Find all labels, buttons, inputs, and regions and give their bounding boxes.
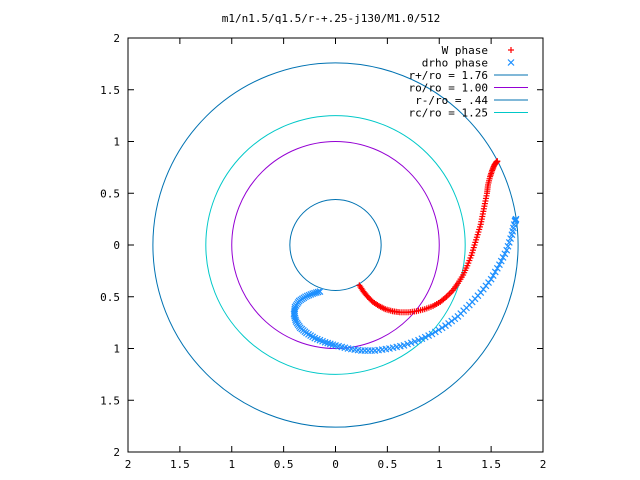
drho-phase-point <box>303 292 311 300</box>
drho-phase-point <box>421 333 429 341</box>
legend-plus-key <box>508 47 514 53</box>
drho-phase-point <box>415 336 422 344</box>
x-tick-label: 2 <box>125 458 132 471</box>
y-tick-label: 0.5 <box>100 291 120 304</box>
y-tick-label: 2 <box>113 32 120 45</box>
drho-phase-point <box>305 291 313 299</box>
x-tick-label: 1.5 <box>481 458 501 471</box>
drho-phase-point <box>503 246 511 254</box>
chart-title: m1/n1.5/q1.5/r-+.25-j130/M1.0/512 <box>222 12 441 25</box>
drho-phase-point <box>505 238 513 246</box>
drho-phase-point <box>496 261 503 269</box>
radius-circle <box>289 198 382 292</box>
drho-phase-point <box>487 275 495 283</box>
phase-series <box>290 158 520 354</box>
drho-phase-point <box>501 250 509 258</box>
drho-phase-point <box>428 330 436 338</box>
x-axis: 2 1.5 1 0.5 0 0.5 1 1.5 2 <box>125 38 547 471</box>
x-tick-label: 1.5 <box>170 458 190 471</box>
y-axis: 2 1.5 1 0.5 0 0.5 1 1.5 2 <box>100 32 543 459</box>
drho-phase-point <box>407 339 415 347</box>
drho-phase-point <box>497 257 505 265</box>
drho-phase-point <box>418 335 426 343</box>
y-tick-label: 1.5 <box>100 394 120 407</box>
drho-phase-point <box>489 272 497 279</box>
drho-phase-point <box>431 328 439 336</box>
drho-phase-point <box>491 268 499 276</box>
y-tick-label: 1.5 <box>100 84 120 97</box>
legend-cross-key <box>507 59 515 66</box>
w-phase-point <box>494 158 501 165</box>
x-tick-label: 1 <box>228 458 235 471</box>
legend-label: r-/ro = .44 <box>415 94 488 107</box>
drho-phase-point <box>309 290 317 298</box>
legend-label: ro/ro = 1.00 <box>409 82 488 95</box>
y-tick-label: 2 <box>113 446 120 459</box>
drho-phase-point <box>425 332 433 339</box>
drho-phase-point <box>311 289 318 297</box>
drho-phase-point <box>507 235 515 242</box>
drho-phase-point <box>435 326 443 334</box>
x-tick-label: 0 <box>332 458 339 471</box>
drho-phase-point <box>292 316 299 324</box>
legend-label: W phase <box>442 44 488 57</box>
drho-phase-point <box>493 264 501 272</box>
drho-phase-point <box>400 341 408 349</box>
drho-phase-point <box>512 215 520 223</box>
drho-phase-point <box>404 340 412 348</box>
legend-label: rc/ro = 1.25 <box>409 107 488 120</box>
x-tick-label: 0.5 <box>274 458 294 471</box>
y-tick-label: 0 <box>113 239 120 252</box>
radius-circle <box>152 62 519 428</box>
drho-phase-point <box>438 324 446 332</box>
y-tick-label: 1 <box>113 343 120 356</box>
drho-phase-point <box>499 253 507 261</box>
y-tick-label: 0.5 <box>100 187 120 200</box>
x-tick-label: 2 <box>540 458 547 471</box>
legend-label: drho phase <box>422 57 488 70</box>
drho-phase-point <box>307 290 315 298</box>
drho-phase-point <box>504 242 512 250</box>
y-tick-label: 1 <box>113 136 120 149</box>
radius-circle <box>205 115 466 375</box>
drho-phase-point <box>411 338 419 345</box>
legend-label: r+/ro = 1.76 <box>409 69 488 82</box>
x-tick-label: 1 <box>436 458 443 471</box>
x-tick-label: 0.5 <box>377 458 397 471</box>
